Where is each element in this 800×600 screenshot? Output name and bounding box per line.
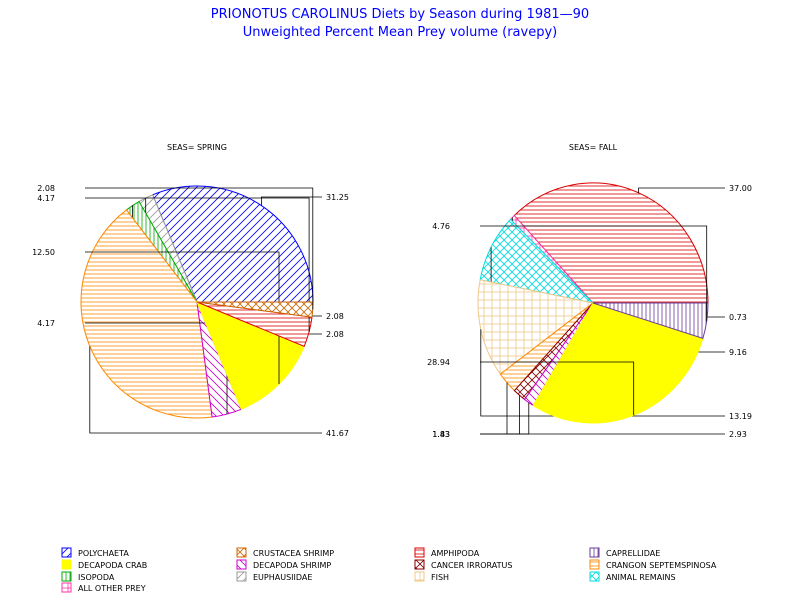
legend-item-fish: FISH: [414, 571, 449, 582]
legend-swatch: [589, 571, 600, 582]
legend-label: AMPHIPODA: [431, 549, 480, 558]
legend-label: ANIMAL REMAINS: [606, 573, 676, 582]
slice-value-label: 2.93: [729, 430, 747, 439]
legend-swatch: [61, 582, 72, 593]
pie-slice-decapoda-crab: [532, 302, 704, 424]
legend-item-all-other-prey: ALL OTHER PREY: [61, 582, 146, 593]
pie-seas-spring: SEAS= SPRING 31.25 2.08 2.08 41.67 4.17 12.50 4…: [32, 143, 349, 438]
legend-item-euphausiidae: EUPHAUSIIDAE: [236, 571, 312, 582]
leader-line: [260, 196, 322, 206]
legend-item-decapoda-crab: DECAPODA CRAB: [61, 559, 147, 570]
slice-value-label: 31.25: [326, 193, 349, 202]
legend-item-decapoda-shrimp: DECAPODA SHRIMP: [236, 559, 331, 570]
legend-swatch: [414, 547, 425, 558]
slice-value-label: 4.17: [37, 319, 55, 328]
legend-item-amphipoda: AMPHIPODA: [414, 547, 480, 558]
legend-label: CRUSTACEA SHRIMP: [253, 549, 334, 558]
slice-value-label: 2.08: [326, 330, 344, 339]
legend-label: POLYCHAETA: [78, 549, 129, 558]
legend-item-polychaeta: POLYCHAETA: [61, 547, 129, 558]
leader-line: [89, 346, 322, 434]
legend-swatch: [414, 571, 425, 582]
legend-swatch: [414, 559, 425, 570]
slice-value-label: 41.67: [326, 429, 349, 438]
pie-seas-fall: SEAS= FALL 37.00 0.73 9.16 13.19 2.93 1.831.43…: [427, 143, 752, 439]
leader-line: [480, 402, 530, 435]
pie-charts-group: SEAS= SPRING 31.25 2.08 2.08 41.67 4.17 12.50 4…: [32, 143, 752, 439]
legend-swatch: [589, 547, 600, 558]
slice-value-label: 2.08: [37, 184, 55, 193]
leader-line: [85, 197, 310, 332]
legend-label: EUPHAUSIIDAE: [253, 573, 312, 582]
chart-subtitle: Unweighted Percent Mean Prey volume (rav…: [243, 25, 557, 40]
leader-line: [480, 395, 520, 435]
slice-value-label: 0.73: [729, 313, 747, 322]
legend-swatch: [61, 571, 72, 582]
legend-item-cancer-irroratus: CANCER IRRORATUS: [414, 559, 512, 570]
legend-label: CANCER IRRORATUS: [431, 561, 512, 570]
legend-item-crustacea-shrimp: CRUSTACEA SHRIMP: [236, 547, 334, 558]
slice-value-label: 4.76: [432, 222, 450, 231]
legend-label: ISOPODA: [78, 573, 115, 582]
pie-slice-crangon-septemspinosa: [80, 209, 213, 419]
pie-title: SEAS= SPRING: [167, 143, 227, 152]
slice-value-label: 28.94: [427, 358, 450, 367]
leader-line: [480, 329, 725, 417]
legend-swatch: [61, 559, 72, 570]
slice-value-label: 9.16: [729, 348, 747, 357]
slice-value-label: 2.08: [326, 312, 344, 321]
legend-label: FISH: [431, 573, 449, 582]
slice-value-label: 1.83: [432, 430, 450, 439]
legend-label: DECAPODA SHRIMP: [253, 561, 331, 570]
leader-line: [85, 251, 280, 384]
leader-line: [638, 187, 725, 193]
slice-value-label: 37.00: [729, 184, 752, 193]
legend-item-isopoda: ISOPODA: [61, 571, 115, 582]
legend-swatch: [236, 571, 247, 582]
legend-item-animal-remains: ANIMAL REMAINS: [589, 571, 676, 582]
legend-label: CAPRELLIDAE: [606, 549, 660, 558]
chart-title: PRIONOTUS CAROLINUS Diets by Season duri…: [211, 7, 589, 22]
pie-title: SEAS= FALL: [569, 143, 618, 152]
legend-item-crangon-septemspinosa: CRANGON SEPTEMSPINOSA: [589, 559, 717, 570]
legend-swatch: [589, 559, 600, 570]
pie-slice-fish: [477, 279, 595, 375]
leader-line: [480, 361, 635, 416]
leader-line: [480, 225, 708, 321]
legend-item-caprellidae: CAPRELLIDAE: [589, 547, 660, 558]
legend-swatch: [236, 559, 247, 570]
legend-swatch: [236, 547, 247, 558]
legend-label: CRANGON SEPTEMSPINOSA: [606, 561, 717, 570]
pie-slice-amphipoda: [513, 182, 709, 304]
slice-value-label: 13.19: [729, 412, 752, 421]
slice-value-label: 4.17: [37, 194, 55, 203]
pie-slice-polychaeta: [151, 185, 314, 303]
legend-swatch: [61, 547, 72, 558]
legend-label: ALL OTHER PREY: [78, 584, 146, 593]
leader-line: [85, 187, 314, 310]
legend-label: DECAPODA CRAB: [78, 561, 147, 570]
slice-value-label: 1.43: [432, 430, 450, 439]
slice-value-label: 12.50: [32, 248, 55, 257]
legend: POLYCHAETA CRUSTACEA SHRIMP AMPHIPODA CAPRE…: [61, 547, 717, 593]
